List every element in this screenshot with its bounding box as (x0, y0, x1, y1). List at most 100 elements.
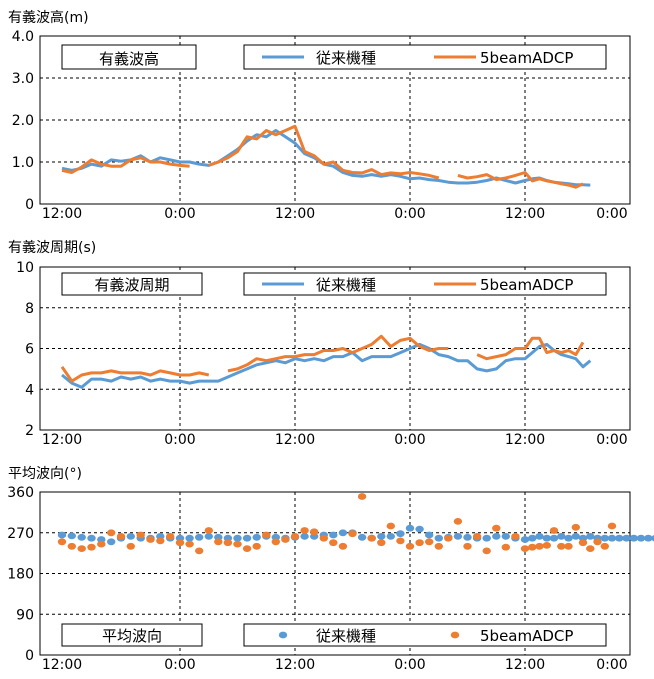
data-point-adcp (396, 537, 405, 545)
data-point-conventional (126, 533, 135, 540)
plot-frame (39, 35, 631, 205)
data-point-adcp (482, 547, 491, 555)
y-tick-label: 90 (16, 607, 34, 623)
y-tick-label: 1.0 (12, 155, 34, 171)
x-tick-label: 12:00 (505, 432, 545, 448)
data-point-adcp (542, 542, 551, 549)
data-point-conventional (557, 533, 566, 540)
data-point-adcp (453, 518, 463, 525)
y-tick-label: 0 (25, 648, 34, 664)
legend-label: 従来機種 (316, 276, 376, 294)
data-point-adcp (434, 542, 443, 550)
data-point-adcp (535, 542, 544, 550)
plot-frame (39, 266, 631, 431)
data-point-adcp (492, 524, 501, 532)
data-point-conventional (501, 533, 510, 540)
x-tick-label: 12:00 (42, 432, 82, 448)
data-point-conventional (77, 533, 86, 541)
x-tick-label: 12:00 (275, 657, 315, 673)
data-point-conventional (528, 534, 537, 542)
data-point-conventional (542, 534, 551, 542)
data-point-conventional (453, 533, 463, 540)
data-point-conventional (357, 533, 367, 541)
y-tick-label: 4.0 (12, 29, 34, 45)
data-point-adcp (290, 533, 300, 540)
legend-swatch (450, 631, 460, 639)
data-point-adcp (97, 540, 106, 548)
data-point-adcp (300, 527, 309, 534)
y-axis-label: 平均波向(°) (8, 466, 82, 482)
chart-panel-wave-direction: 平均波向(°) 0 90 180 270 360 12:00 0:00 12:00 0:00 12:… (7, 466, 654, 673)
data-point-adcp (415, 539, 424, 547)
series-line-adcp (61, 124, 584, 189)
data-point-conventional (377, 533, 386, 540)
y-tick-label: 3.0 (12, 71, 34, 87)
data-point-adcp (262, 531, 271, 539)
x-tick-label: 0:00 (394, 657, 425, 673)
data-point-adcp (578, 539, 588, 547)
legend-swatch (278, 631, 288, 639)
data-point-conventional (571, 533, 580, 540)
data-point-conventional (629, 534, 638, 542)
data-point-conventional (535, 533, 544, 540)
data-point-adcp (463, 542, 472, 550)
data-point-adcp (357, 493, 367, 500)
data-point-conventional (405, 524, 415, 532)
data-point-adcp (571, 523, 580, 531)
panel-title: 平均波向 (102, 627, 162, 645)
data-point-adcp (87, 543, 96, 551)
data-point-conventional (615, 534, 624, 542)
data-point-conventional (57, 531, 67, 539)
panel-title: 有義波周期 (94, 276, 169, 294)
data-point-adcp (348, 530, 357, 538)
data-point-adcp (126, 542, 135, 550)
y-axis-label: 有義波周期(s) (8, 239, 96, 256)
y-tick-label: 360 (7, 485, 34, 501)
data-point-adcp (136, 531, 145, 539)
legend-label: 従来機種 (316, 627, 376, 645)
data-point-adcp (271, 538, 280, 546)
data-point-adcp (329, 539, 338, 547)
data-point-conventional (107, 538, 116, 546)
data-point-conventional (586, 533, 595, 540)
legend-label: 5beamADCP (480, 49, 573, 67)
series-line-conventional (61, 342, 592, 389)
data-point-conventional (425, 531, 434, 539)
x-tick-label: 0:00 (164, 206, 195, 222)
y-axis-label: 有義波高(m) (8, 9, 89, 26)
x-tick-label: 0:00 (596, 206, 627, 222)
data-point-adcp (564, 542, 573, 550)
data-point-adcp (281, 536, 290, 543)
panel-title: 有義波高 (99, 50, 159, 68)
data-point-conventional (644, 534, 653, 542)
panel-title-box (61, 623, 203, 647)
data-point-adcp (77, 545, 86, 552)
data-point-adcp (501, 543, 510, 551)
legend-box (243, 272, 607, 296)
data-point-conventional (434, 534, 443, 542)
data-point-adcp (557, 542, 566, 550)
data-point-conventional (242, 534, 252, 542)
legend-label: 5beamADCP (480, 276, 573, 294)
data-point-adcp (528, 543, 537, 551)
data-point-adcp (405, 542, 415, 550)
y-tick-label: 270 (7, 526, 34, 542)
y-tick-label: 2 (25, 423, 34, 439)
plot-frame (39, 491, 631, 656)
x-tick-label: 0:00 (164, 657, 195, 673)
data-point-adcp (367, 534, 376, 542)
legend-box (243, 44, 607, 70)
data-point-conventional (185, 534, 194, 542)
data-point-adcp (600, 542, 609, 550)
data-point-adcp (586, 545, 595, 552)
chart-panel-wave-height: 有義波高(m) 0 1.0 2.0 3.0 4.0 12:00 0:00 12:00 0:00 12… (8, 9, 631, 222)
x-tick-label: 0:00 (394, 206, 425, 222)
data-point-adcp (386, 522, 395, 530)
series-line-conventional (61, 129, 591, 187)
legend-box (243, 623, 607, 647)
x-tick-label: 0:00 (164, 432, 195, 448)
data-point-conventional (415, 525, 424, 533)
panel-title-box (61, 272, 203, 296)
data-point-adcp (252, 542, 261, 550)
